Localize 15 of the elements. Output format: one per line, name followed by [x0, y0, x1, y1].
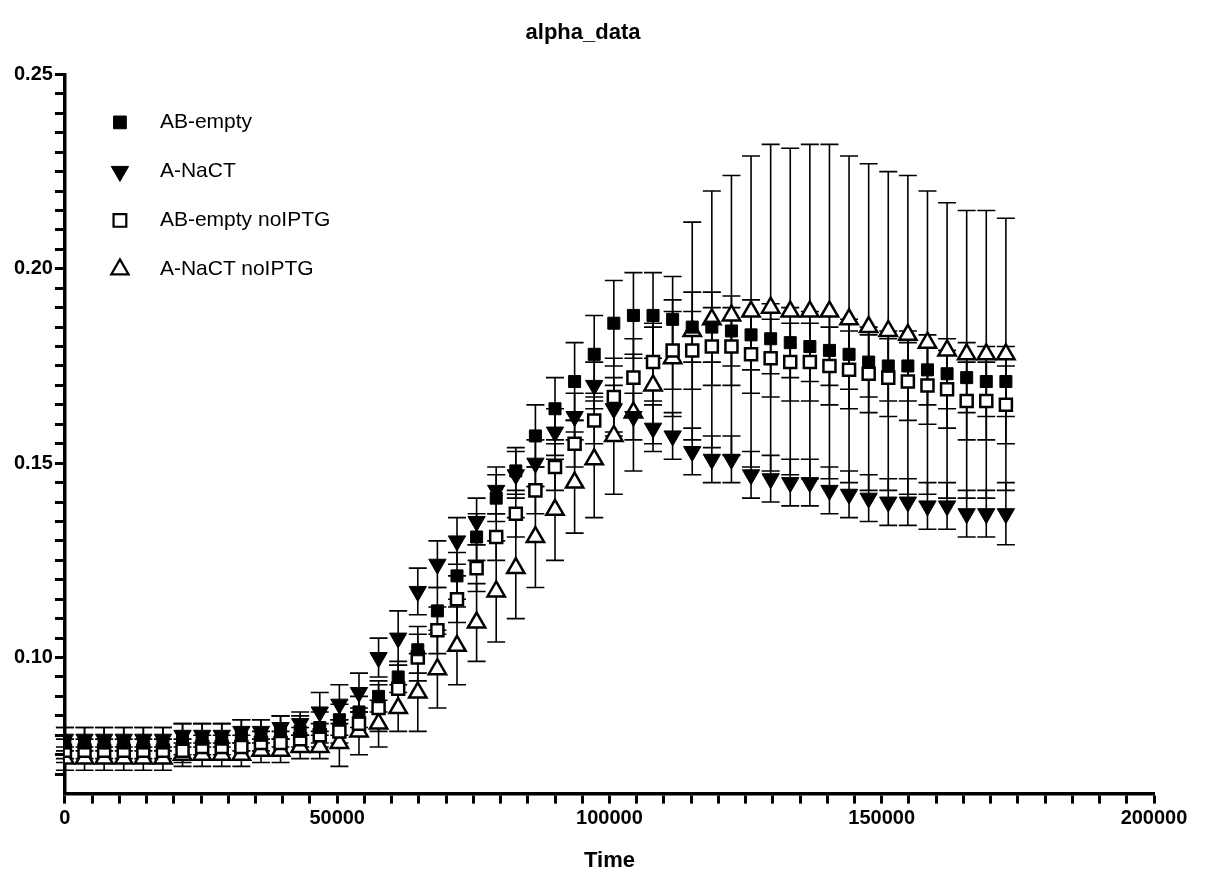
- legend-label: AB-empty noIPTG: [159, 207, 331, 231]
- x-tick-label: 50000: [309, 806, 366, 829]
- legend-label: A-NaCT noIPTG: [159, 256, 314, 280]
- y-tick-label: 0.20: [13, 256, 53, 279]
- legend-label: A-NaCT: [159, 158, 236, 182]
- x-tick-label: 150000: [848, 806, 916, 829]
- legend-label: AB-empty: [159, 109, 253, 133]
- x-tick-label: 200000: [1120, 806, 1188, 829]
- chart-title: alpha_data: [525, 19, 642, 45]
- x-axis-title: Time: [583, 846, 635, 872]
- y-tick-label: 0.15: [13, 450, 53, 473]
- y-tick-label: 0.25: [13, 61, 53, 84]
- x-tick-label: 100000: [576, 806, 643, 829]
- y-tick-label: 0.10: [13, 645, 53, 668]
- x-tick-label: 0: [59, 806, 71, 829]
